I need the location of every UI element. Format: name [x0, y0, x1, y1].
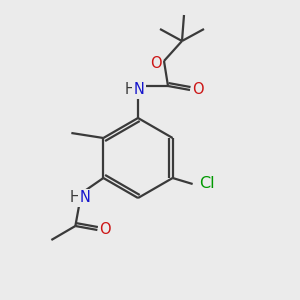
Text: O: O [150, 56, 162, 70]
Text: Cl: Cl [199, 176, 214, 191]
Text: O: O [100, 223, 111, 238]
Text: N: N [134, 82, 144, 98]
Text: N: N [80, 190, 91, 206]
Text: O: O [192, 82, 204, 98]
Text: H: H [124, 82, 135, 98]
Text: H: H [70, 190, 81, 206]
